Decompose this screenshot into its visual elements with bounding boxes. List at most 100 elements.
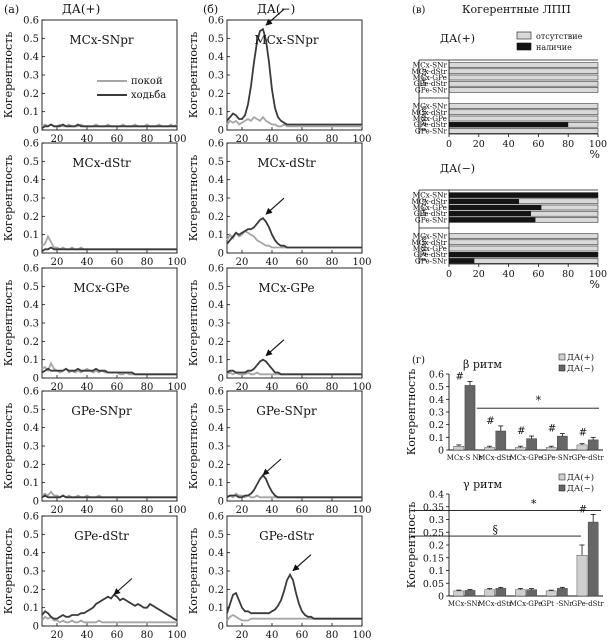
x-tick-label: MCx-dStr [478,600,513,608]
x-tick-label: 60 [296,505,309,516]
series-line-walk [41,367,177,376]
row-label: MCx-dStr [411,238,447,247]
stacked-bar-present [449,252,598,258]
x-tick-label: 40 [266,134,279,145]
x-tick-label: 40 [503,269,515,280]
y-tick-label: 0.2 [23,337,39,348]
peak-arrow [265,339,285,357]
subplot-title: γ ритм [463,478,503,491]
y-tick-label: 0.3 [208,194,224,205]
panel-b-label: (б) [203,3,218,16]
significance-label: * [531,498,537,511]
x-tick-label: 80 [141,257,154,268]
y-tick-label: 0.2 [23,585,39,596]
y-tick-label: 0.4 [23,548,39,559]
stacked-bar-absent [448,103,599,109]
coherence-plot: 0 0.1 0.2 0.3 0.4 0.5 0.6 20 40 60 80 100 Когерентно… [187,387,372,517]
legend-minus-label: ДА(−) [567,363,594,374]
x-tick-label: MCx-GPe [510,454,543,462]
panel-a-label: (а) [4,3,19,16]
x-tick-label: 60 [111,134,124,145]
y-tick-label: 0.3 [429,515,444,526]
stacked-bar-absent [448,115,599,122]
x-tick-label: 100 [589,269,607,280]
legend-minus-swatch [558,484,566,492]
x-tick-label: 40 [81,630,94,641]
y-tick-label: 0.5 [208,34,224,45]
y-tick-label: 0.3 [23,194,39,205]
row-label: GPe-SNr [415,256,448,265]
x-tick-label: 20 [51,382,64,393]
y-tick-label: 0 [218,497,224,508]
peak-arrow [265,8,285,26]
y-axis-label: Когерентность [2,403,15,490]
coherence-plot: 0 0.1 0.2 0.3 0.4 0.5 0.6 20 40 60 80 100 Когерентно… [2,387,187,517]
x-tick-label: MCx-SNr [448,600,482,608]
stacked-bar-absent [448,68,599,75]
row-label: MCx-GPe [413,244,447,253]
y-tick-label: 0.2 [208,212,224,223]
x-tick-label: 100 [352,505,371,516]
y-tick-label: 0.3 [208,567,224,578]
stacked-bar-absent [448,109,599,116]
bar [545,590,557,597]
y-axis-label: Когерентность [187,155,200,242]
row-label: MCx-SNr [413,61,448,70]
bar [587,521,599,597]
bar [545,447,557,451]
legend-minus-swatch [558,364,566,372]
legend-plus-swatch [558,473,566,481]
legend-rest-label: покой [131,76,163,87]
y-tick-label: 0.5 [208,405,224,416]
stacked-bar-present [449,198,520,204]
y-tick-label: 0.25 [423,528,444,539]
y-tick-label: 0.4 [208,548,224,559]
x-tick-label: GPt -SNr [541,600,574,608]
row-label: GPe-dStr [414,209,448,218]
x-tick-label: 60 [532,269,544,280]
y-tick-label: 0.6 [23,139,39,150]
x-tick-label: 20 [51,505,64,516]
subplot-title: MCx-SNpr [69,33,133,47]
stacked-bar-present [449,192,598,198]
y-tick-label: 0 [33,126,39,137]
y-axis-label: Когерентность [405,502,418,589]
x-tick-label: 100 [167,134,186,145]
y-tick-label: 0 [33,374,39,385]
y-tick-label: 0.3 [208,71,224,82]
y-tick-label: 0.1 [23,478,39,489]
stacked-bar-absent [448,80,599,87]
x-tick-label: 20 [236,257,249,268]
y-tick-label: 0 [33,622,39,633]
x-tick-label: 80 [326,134,339,145]
legend-absent-swatch [516,31,532,40]
bar [453,446,465,451]
x-tick-label: 80 [141,630,154,641]
y-tick-label: 0.5 [23,405,39,416]
y-tick-label: 0.6 [208,387,224,398]
y-tick-label: 0 [33,249,39,260]
panel-c-label: (в) [412,5,426,16]
stacked-bar-present [449,205,542,210]
y-axis-label: Когерентность [187,528,200,615]
coherence-plot: 0 0.1 0.2 0.3 0.4 0.5 0.6 20 40 60 80 100 Когерентно… [2,139,187,269]
y-tick-label: 0.3 [23,442,39,453]
legend-plus-swatch [558,353,566,361]
panel-d-label: (г) [412,355,425,366]
subplot-title: GPe-SNpr [71,404,132,418]
y-tick-label: 0.6 [23,387,39,398]
series-line-walk [226,473,362,499]
y-axis-label: Когерентность [187,403,200,490]
y-tick-label: 0.3 [23,319,39,330]
y-tick-label: 0.6 [429,370,444,381]
x-tick-label: GPe-dStr [572,600,605,608]
y-tick-label: 0.1 [429,433,444,444]
peak-arrow [265,197,285,215]
x-tick-label: 80 [326,382,339,393]
y-tick-label: 0.4 [429,490,444,501]
x-tick-label: 40 [81,257,94,268]
series-line-walk [226,217,362,249]
x-tick-label: 60 [111,382,124,393]
stacked-bar-absent [448,245,599,252]
